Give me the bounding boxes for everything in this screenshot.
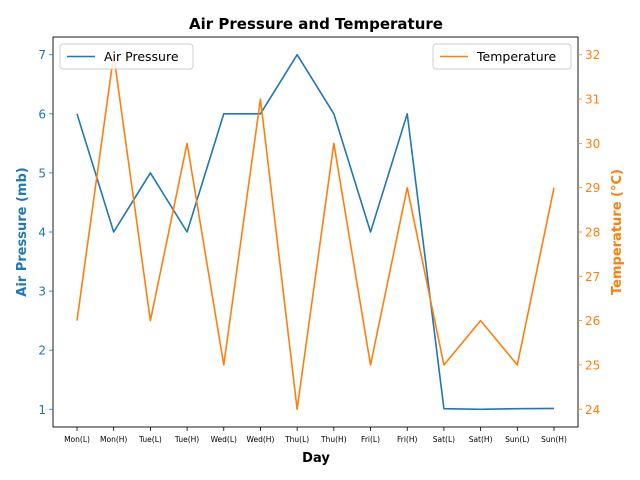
x-tick-label: Thu(L) bbox=[284, 435, 309, 444]
plot-frame bbox=[52, 36, 579, 428]
y-right-tick-label: 32 bbox=[585, 48, 600, 62]
x-tick-label: Sun(H) bbox=[541, 435, 567, 444]
x-tick-label: Mon(H) bbox=[100, 435, 127, 444]
x-tick-label: Tue(L) bbox=[138, 435, 162, 444]
series-line-temperature bbox=[76, 53, 555, 411]
y-right-tick-label: 25 bbox=[585, 358, 600, 372]
x-tick-label: Wed(H) bbox=[247, 435, 275, 444]
x-tick-label: Sat(H) bbox=[469, 435, 493, 444]
y-left-tick-label: 2 bbox=[38, 344, 46, 358]
x-tick-label: Mon(L) bbox=[64, 435, 90, 444]
legend-box-temperature bbox=[432, 43, 572, 70]
y-right-tick-label: 28 bbox=[585, 226, 600, 240]
x-tick-label: Fri(H) bbox=[397, 435, 418, 444]
legend-box-air-pressure bbox=[59, 43, 194, 70]
y-left-tick-label: 6 bbox=[38, 107, 46, 121]
y-left-tick-label: 1 bbox=[38, 403, 46, 417]
legend-label-air-pressure: Air Pressure bbox=[104, 49, 179, 64]
y-left-tick-label: 7 bbox=[38, 48, 46, 62]
plot-area: Mon(L) Mon(H) Tue(L) Tue(H) Wed(L) Wed(H) Thu(… bbox=[38, 36, 600, 444]
y-right-tick-label: 30 bbox=[585, 137, 600, 151]
y-right-tick-label: 24 bbox=[585, 403, 600, 417]
y-left-tick-label: 4 bbox=[38, 226, 46, 240]
legend-label-temperature: Temperature bbox=[476, 49, 556, 64]
y-left-tick-label: 3 bbox=[38, 285, 46, 299]
series-line-air-pressure bbox=[76, 53, 555, 411]
x-tick-label: Thu(H) bbox=[320, 435, 347, 444]
x-tick-label: Tue(H) bbox=[174, 435, 199, 444]
y-axis-right-label: Temperature (°C) bbox=[610, 169, 625, 295]
x-tick-label: Sat(L) bbox=[433, 435, 455, 444]
y-right-tick-label: 26 bbox=[585, 314, 600, 328]
y-right-tick-label: 29 bbox=[585, 181, 600, 195]
x-tick-label: Sun(L) bbox=[505, 435, 529, 444]
y-axis-left-label: Air Pressure (mb) bbox=[15, 167, 30, 296]
y-right-tick-label: 27 bbox=[585, 270, 600, 284]
y-left-tick-label: 5 bbox=[38, 166, 46, 180]
y-right-tick-label: 31 bbox=[585, 93, 600, 107]
x-tick-label: Fri(L) bbox=[361, 435, 380, 444]
chart-title: Air Pressure and Temperature bbox=[189, 15, 443, 33]
x-tick-label: Wed(L) bbox=[211, 435, 237, 444]
x-axis-label: Day bbox=[302, 451, 330, 466]
